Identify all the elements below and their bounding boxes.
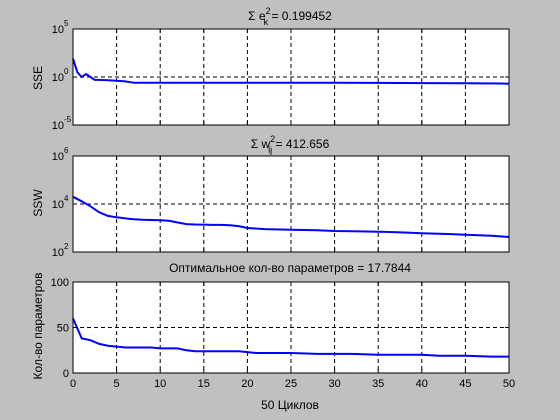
ssw-ytick-label: 10 <box>52 199 64 211</box>
params-xtick-label: 35 <box>372 378 384 390</box>
sse-ytick-exponent: 0 <box>64 67 69 76</box>
params-xtick-label: 5 <box>114 378 120 390</box>
params-xtick-label: 45 <box>459 378 471 390</box>
sse-ytick-label: 10 <box>52 120 64 132</box>
params-ytick-label: 0 <box>63 368 69 380</box>
sse-ytick-exponent: -5 <box>64 115 72 124</box>
ssw-ytick-exponent: 4 <box>64 194 69 203</box>
subplot-params: Оптимальное кол-во параметров = 17.7844 … <box>31 261 515 412</box>
params-xtick-label: 30 <box>328 378 340 390</box>
ssw-ytick-label: 10 <box>52 247 64 259</box>
ssw-title: Σ w2 ij = 412.656 <box>251 134 330 155</box>
params-ytick-label: 50 <box>57 323 69 335</box>
params-xlabel: 50 Циклов <box>261 398 319 412</box>
sse-ytick-exponent: 5 <box>64 19 69 28</box>
ssw-ylabel: SSW <box>31 189 45 217</box>
params-xtick-label: 25 <box>285 378 297 390</box>
params-xtick-label: 15 <box>198 378 210 390</box>
params-xtick-label: 0 <box>70 378 76 390</box>
sse-ytick-label: 10 <box>52 24 64 36</box>
ssw-series-line <box>72 195 510 238</box>
params-xtick-label: 40 <box>416 378 428 390</box>
params-ylabel: Кол-во параметров <box>31 273 45 380</box>
sse-series-line <box>72 58 510 85</box>
sse-title: Σ e2 k = 0.199452 <box>248 6 332 27</box>
ssw-ytick-exponent: 6 <box>64 146 69 155</box>
params-title: Оптимальное кол-во параметров = 17.7844 <box>169 261 411 275</box>
sse-ylabel: SSE <box>31 66 45 90</box>
ssw-ytick-label: 10 <box>52 151 64 163</box>
params-xtick-label: 50 <box>503 378 515 390</box>
ssw-ytick-exponent: 2 <box>64 242 69 251</box>
sse-ytick-label: 10 <box>52 72 64 84</box>
params-xtick-label: 20 <box>241 378 253 390</box>
params-xtick-label: 10 <box>154 378 166 390</box>
params-ytick-label: 100 <box>51 277 69 289</box>
params-series-line <box>72 318 509 358</box>
